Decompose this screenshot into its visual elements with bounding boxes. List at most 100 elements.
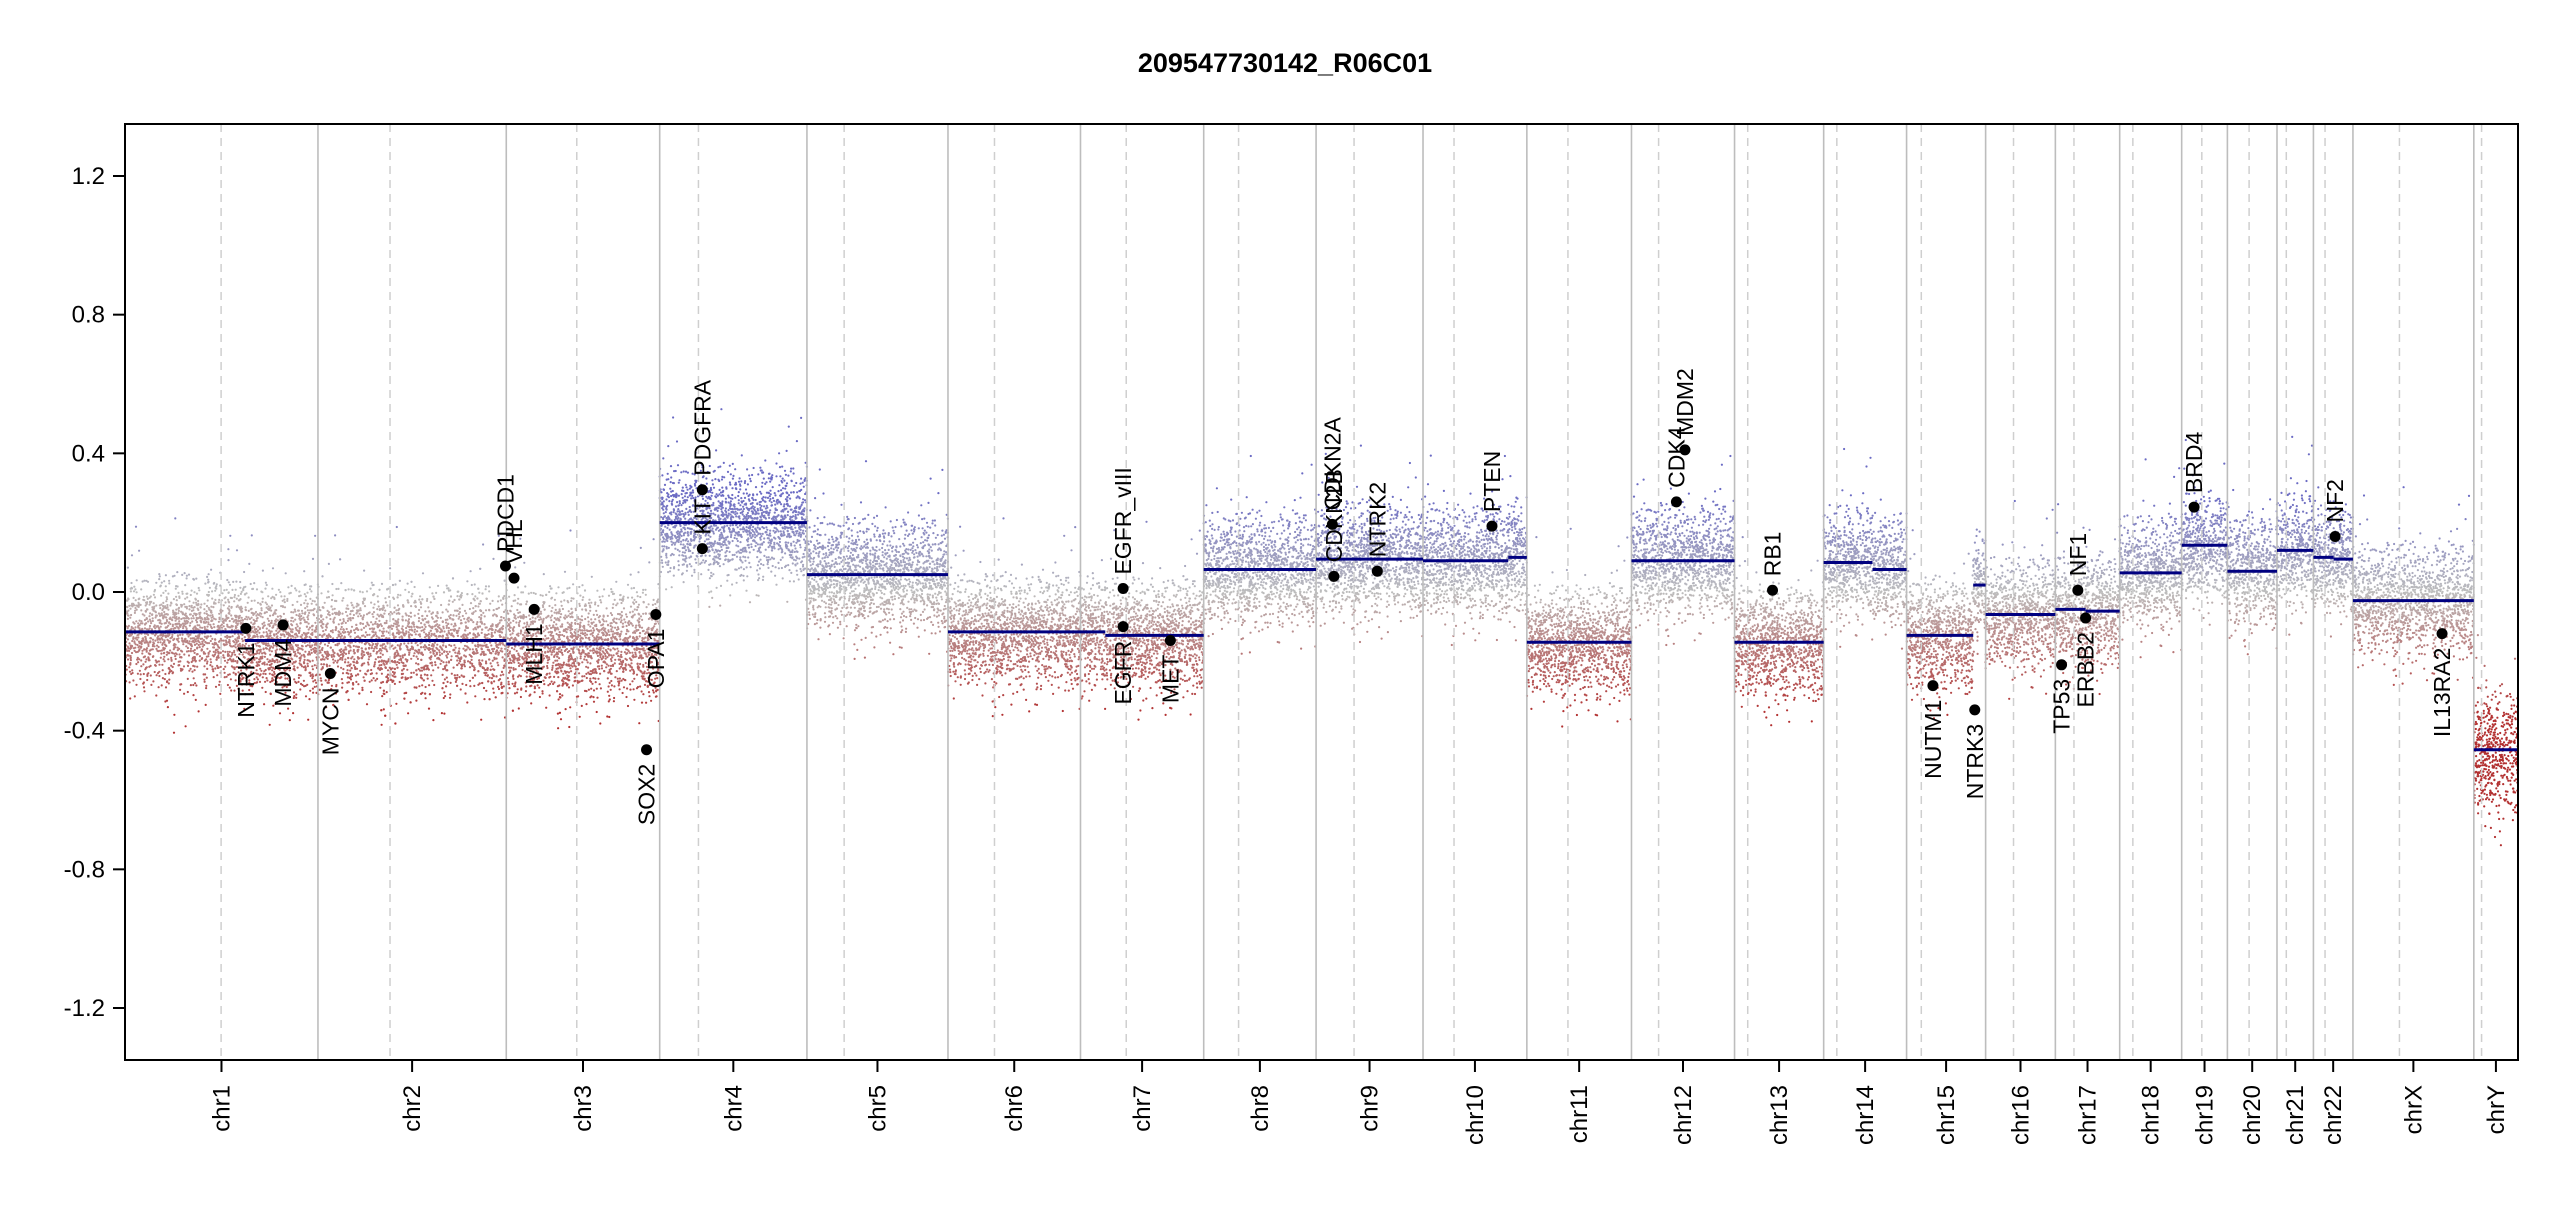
probe-point (320, 683, 323, 686)
probe-point (263, 655, 266, 658)
probe-point (391, 680, 394, 684)
probe-point (247, 636, 251, 639)
probe-point (140, 659, 143, 662)
probe-point (499, 599, 502, 602)
probe-point (456, 684, 459, 687)
probe-point (518, 620, 522, 623)
probe-point (400, 658, 403, 662)
probe-point (260, 609, 263, 612)
probe-point (142, 686, 146, 689)
probe-point (321, 606, 324, 609)
probe-point (161, 643, 164, 646)
probe-point (557, 698, 560, 701)
probe-point (241, 653, 244, 656)
probe-point (158, 627, 161, 631)
probe-point (404, 588, 407, 591)
probe-point (143, 614, 146, 617)
probe-point (485, 597, 488, 601)
probe-point (139, 673, 142, 676)
probe-point (142, 672, 145, 676)
probe-point (266, 663, 269, 666)
probe-point (211, 590, 214, 593)
probe-point (137, 646, 140, 649)
probe-point (238, 614, 241, 617)
probe-point (416, 650, 419, 654)
probe-point (162, 647, 165, 650)
probe-point (203, 678, 206, 681)
probe-point (218, 598, 221, 602)
probe-point (222, 625, 225, 628)
probe-point (305, 625, 309, 628)
probe-point (435, 651, 438, 654)
probe-point (137, 626, 140, 629)
probe-point (157, 635, 160, 638)
probe-point (336, 644, 339, 647)
probe-point (299, 674, 302, 677)
probe-point (500, 647, 503, 650)
probe-point (222, 604, 225, 607)
probe-point (339, 618, 342, 622)
probe-point (312, 613, 315, 616)
probe-point (429, 656, 433, 659)
probe-point (181, 622, 184, 625)
probe-point (386, 588, 389, 591)
probe-point (231, 617, 234, 620)
probe-point (127, 609, 130, 612)
probe-point (424, 633, 428, 636)
probe-point (149, 637, 152, 640)
probe-point (204, 621, 207, 624)
probe-point (438, 651, 441, 654)
probe-point (409, 611, 412, 615)
probe-point (464, 649, 467, 652)
probe-point (497, 664, 500, 667)
probe-point (240, 619, 243, 622)
probe-point (195, 642, 198, 645)
probe-point (459, 619, 463, 622)
probe-point (215, 656, 218, 659)
probe-point (232, 671, 235, 674)
probe-point (230, 665, 233, 668)
probe-point (143, 627, 147, 630)
probe-point (330, 654, 333, 657)
probe-point (346, 676, 349, 679)
probe-point (538, 686, 541, 689)
probe-point (386, 660, 389, 663)
probe-point (417, 663, 420, 666)
probe-point (206, 625, 209, 628)
probe-point (249, 582, 252, 586)
probe-point (261, 591, 264, 594)
probe-point (394, 583, 397, 586)
probe-point (268, 624, 271, 628)
probe-point (265, 606, 268, 609)
probe-point (224, 650, 227, 654)
probe-point (579, 657, 582, 660)
probe-point (256, 635, 259, 638)
probe-point (380, 660, 383, 663)
probe-point (264, 581, 267, 584)
probe-point (613, 632, 616, 635)
probe-point (553, 611, 556, 614)
probe-point (381, 643, 384, 646)
probe-point (597, 604, 600, 607)
probe-point (392, 647, 395, 650)
probe-point (364, 631, 367, 634)
probe-point (226, 636, 229, 640)
probe-point (278, 630, 281, 633)
probe-point (219, 637, 222, 641)
probe-point (606, 677, 609, 680)
probe-point (295, 589, 298, 592)
probe-point (218, 612, 221, 615)
probe-point (240, 669, 243, 672)
probe-point (237, 643, 240, 647)
probe-point (384, 666, 387, 670)
probe-point (223, 671, 226, 674)
probe-point (474, 695, 477, 698)
probe-point (158, 573, 161, 576)
probe-point (243, 644, 246, 648)
probe-point (380, 672, 383, 675)
probe-point (167, 624, 170, 627)
probe-point (353, 651, 356, 655)
probe-point (478, 616, 481, 619)
probe-point (311, 668, 314, 671)
probe-point (189, 613, 192, 616)
